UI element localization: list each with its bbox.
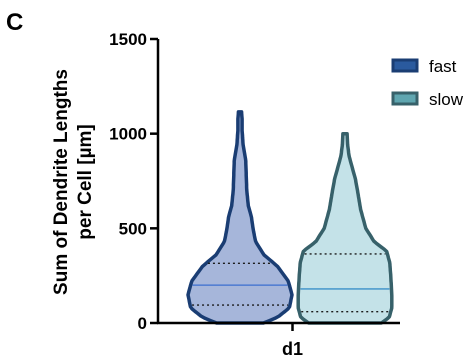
legend-label-fast: fast (429, 57, 457, 76)
y-tick-label: 500 (119, 219, 147, 238)
violin-fast (186, 110, 294, 325)
violins (186, 110, 394, 325)
panel-label: C (6, 9, 23, 36)
violin-body-fast (186, 110, 294, 325)
violin-body-slow (296, 131, 394, 325)
legend: fast slow (391, 57, 464, 109)
violin-slow (296, 131, 394, 325)
legend-swatch-slow (391, 91, 419, 106)
y-axis-title-line-2: per Cell [µm] (75, 124, 96, 239)
x-axis: d1 (157, 321, 400, 358)
y-tick-label: 1500 (109, 30, 147, 49)
legend-swatch-fast (391, 58, 419, 73)
y-tick-label: 1000 (109, 125, 147, 144)
y-tick-label: 0 (138, 314, 147, 333)
x-tick-label: d1 (282, 339, 303, 358)
legend-label-slow: slow (429, 90, 464, 109)
y-axis-title: Sum of Dendrite Lengths per Cell [µm] (51, 69, 96, 295)
y-axis-title-line-1: Sum of Dendrite Lengths (51, 69, 72, 295)
y-axis: 0 500 1000 1500 (109, 30, 160, 333)
